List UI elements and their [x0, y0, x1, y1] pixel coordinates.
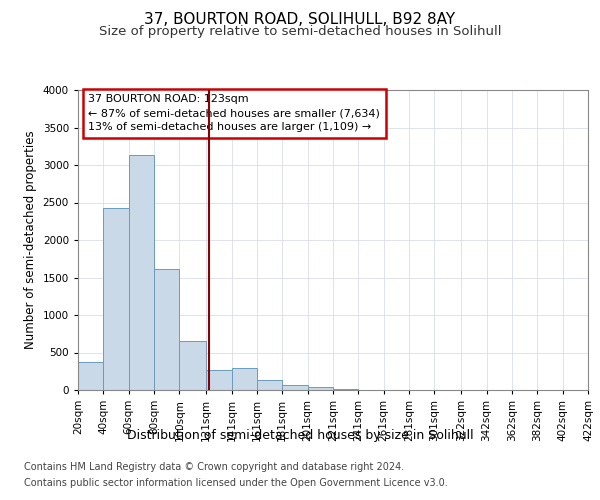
- Bar: [232, 368, 257, 390]
- Text: Size of property relative to semi-detached houses in Solihull: Size of property relative to semi-detach…: [99, 24, 501, 38]
- Text: Distribution of semi-detached houses by size in Solihull: Distribution of semi-detached houses by …: [127, 430, 473, 442]
- Bar: [129, 155, 154, 390]
- Bar: [282, 385, 308, 390]
- Bar: [154, 268, 179, 390]
- Text: Contains public sector information licensed under the Open Government Licence v3: Contains public sector information licen…: [24, 478, 448, 488]
- Bar: [78, 362, 103, 390]
- Y-axis label: Number of semi-detached properties: Number of semi-detached properties: [24, 130, 37, 350]
- Bar: [308, 387, 333, 390]
- Text: Contains HM Land Registry data © Crown copyright and database right 2024.: Contains HM Land Registry data © Crown c…: [24, 462, 404, 472]
- Bar: [179, 340, 206, 390]
- Bar: [206, 370, 232, 390]
- Text: 37 BOURTON ROAD: 123sqm
← 87% of semi-detached houses are smaller (7,634)
13% of: 37 BOURTON ROAD: 123sqm ← 87% of semi-de…: [88, 94, 380, 132]
- Bar: [257, 380, 282, 390]
- Bar: [333, 389, 358, 390]
- Text: 37, BOURTON ROAD, SOLIHULL, B92 8AY: 37, BOURTON ROAD, SOLIHULL, B92 8AY: [145, 12, 455, 28]
- Bar: [103, 208, 129, 390]
